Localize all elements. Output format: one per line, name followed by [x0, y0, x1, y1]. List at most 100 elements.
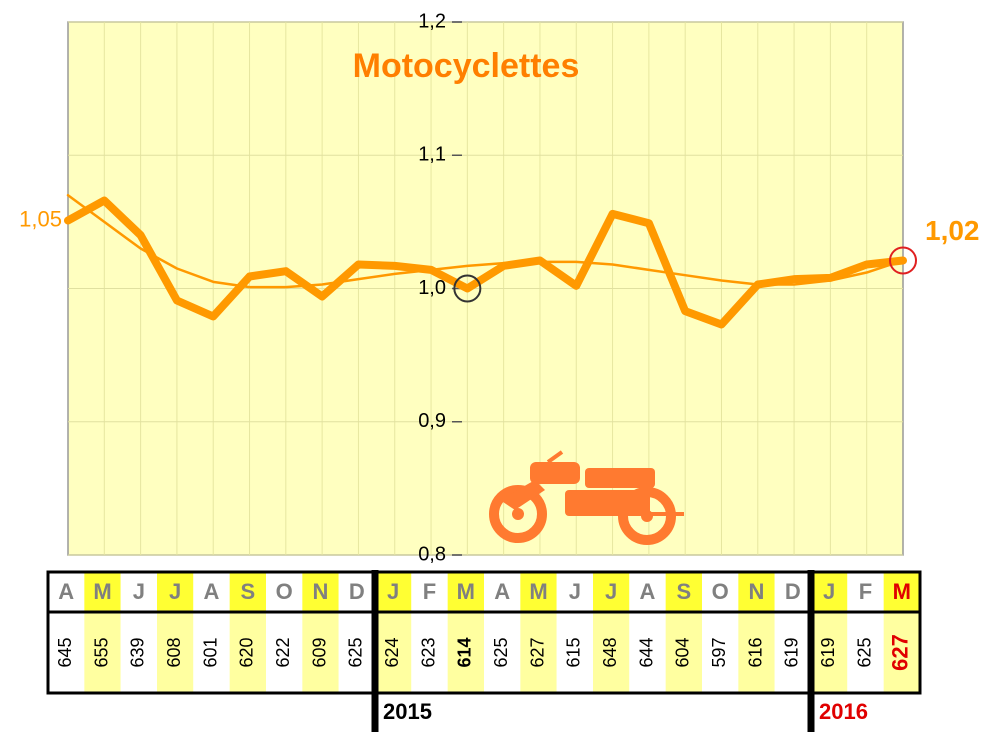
chart-title: Motocyclettes — [353, 47, 580, 85]
month-label: M — [457, 579, 475, 604]
month-label: J — [569, 579, 581, 604]
table-cell — [520, 572, 557, 612]
count-value: 622 — [273, 637, 293, 667]
data-table: A 645 M 655 J 639 J 608 A 601 S 620 O 622 N 609 D 625 J 624… — [46, 570, 922, 732]
table-cell — [411, 572, 448, 612]
month-label: A — [58, 579, 74, 604]
count-value: 648 — [600, 637, 620, 667]
year-label: 2016 — [819, 699, 868, 724]
month-label: J — [823, 579, 835, 604]
count-value: 609 — [309, 637, 329, 667]
table-cell — [338, 612, 375, 693]
count-value: 627 — [527, 637, 547, 667]
month-label: F — [423, 579, 436, 604]
table-cell — [738, 572, 775, 612]
month-label: O — [276, 579, 293, 604]
count-value: 645 — [55, 637, 75, 667]
count-value: 608 — [164, 637, 184, 667]
month-label: A — [640, 579, 656, 604]
table-cell — [883, 572, 920, 612]
count-value: 597 — [709, 637, 729, 667]
table-cell — [665, 572, 702, 612]
table-cell — [883, 612, 920, 693]
table-cell — [702, 612, 739, 693]
data-line — [64, 196, 907, 329]
table-cell — [48, 612, 85, 693]
y-tick-label: 1,2 — [418, 10, 446, 32]
table-cell — [48, 572, 85, 612]
table-cell — [811, 612, 848, 693]
month-label: A — [204, 579, 220, 604]
count-value: 616 — [745, 637, 765, 667]
table-cell — [593, 612, 630, 693]
table-cell — [847, 572, 884, 612]
month-label: M — [893, 579, 911, 604]
table-cell — [84, 612, 121, 693]
month-label: D — [785, 579, 801, 604]
table-cell — [484, 572, 521, 612]
count-value: 615 — [564, 637, 584, 667]
table-cell — [157, 572, 194, 612]
table-cell — [738, 612, 775, 693]
table-cell — [484, 612, 521, 693]
count-value: 604 — [673, 637, 693, 667]
table-cell — [338, 572, 375, 612]
table-cell — [520, 612, 557, 693]
table-cell — [447, 612, 484, 693]
month-label: N — [749, 579, 765, 604]
count-value: 619 — [782, 637, 802, 667]
month-label: M — [529, 579, 547, 604]
month-label: J — [605, 579, 617, 604]
month-label: J — [169, 579, 181, 604]
table-cell — [556, 572, 593, 612]
y-tick-label: 1,1 — [418, 144, 446, 166]
table-cell — [193, 572, 230, 612]
month-label: J — [387, 579, 399, 604]
table-cell — [411, 612, 448, 693]
count-value: 625 — [346, 637, 366, 667]
y-tick-label: 1,0 — [418, 277, 446, 299]
month-label: N — [313, 579, 329, 604]
table-cell — [774, 572, 811, 612]
count-value: 620 — [237, 637, 257, 667]
table-cell — [847, 612, 884, 693]
count-value: 623 — [418, 637, 438, 667]
count-value: 619 — [818, 637, 838, 667]
table-cell — [120, 572, 157, 612]
month-label: S — [240, 579, 255, 604]
table-cell — [375, 612, 412, 693]
table-cell — [593, 572, 630, 612]
count-value: 614 — [455, 637, 475, 667]
count-value: 625 — [854, 637, 874, 667]
table-cell — [157, 612, 194, 693]
month-label: S — [676, 579, 691, 604]
value-label: 1,02 — [925, 215, 980, 246]
table-cell — [120, 612, 157, 693]
month-label: F — [859, 579, 872, 604]
month-label: J — [133, 579, 145, 604]
table-cell — [629, 572, 666, 612]
table-cell — [665, 612, 702, 693]
month-label: A — [494, 579, 510, 604]
count-value: 627 — [888, 634, 913, 671]
value-label: 1,05 — [19, 206, 62, 231]
table-cell — [302, 572, 339, 612]
month-label: O — [712, 579, 729, 604]
count-value: 644 — [636, 637, 656, 667]
highlight-circle — [889, 246, 917, 275]
table-cell — [375, 572, 412, 612]
count-value: 625 — [491, 637, 511, 667]
table-cell — [229, 572, 266, 612]
count-value: 601 — [200, 637, 220, 667]
count-value: 655 — [91, 637, 111, 667]
month-label: D — [349, 579, 365, 604]
count-value: 624 — [382, 637, 402, 667]
y-tick-label: 0,8 — [418, 543, 446, 565]
year-label: 2015 — [383, 699, 432, 724]
table-cell — [84, 572, 121, 612]
table-cell — [811, 572, 848, 612]
motorcycle-icon — [489, 450, 684, 545]
month-label: M — [93, 579, 111, 604]
table-cell — [447, 572, 484, 612]
